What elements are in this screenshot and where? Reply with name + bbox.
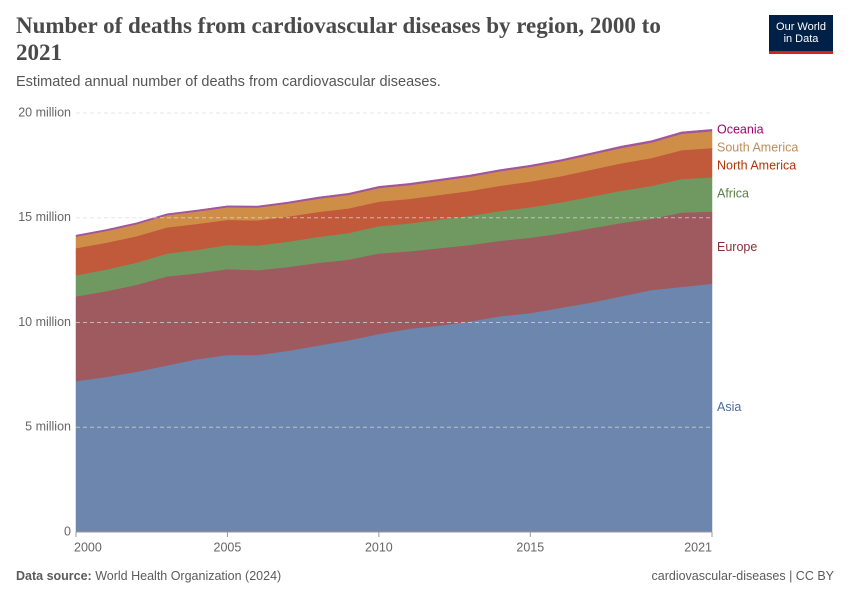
y-tick-label: 5 million: [25, 420, 71, 434]
logo[interactable]: Our World in Data: [769, 15, 833, 54]
y-tick-label: 10 million: [18, 315, 71, 329]
x-tick-label: 2005: [214, 540, 242, 554]
source: Data source: World Health Organization (…: [16, 569, 281, 583]
source-label: Data source:: [16, 569, 92, 583]
x-tick-label: 2021: [684, 540, 712, 554]
x-tick-label: 2010: [365, 540, 393, 554]
area: [75, 129, 713, 237]
logo-text[interactable]: in Data: [783, 33, 819, 45]
x-tick-label: 2015: [516, 540, 544, 554]
legend-label: North America: [717, 159, 796, 173]
legend-label: Africa: [717, 187, 749, 201]
legend-label: Europe: [717, 240, 757, 254]
chart-title: Number of deaths from cardiovascular dis…: [16, 13, 661, 65]
x-tick-label: 2000: [74, 540, 102, 554]
y-tick-label: 0: [64, 524, 71, 538]
legend-label: Oceania: [717, 123, 764, 137]
legend-label: Asia: [717, 400, 741, 414]
legend-label: South America: [717, 141, 798, 155]
y-tick-label: 15 million: [18, 210, 71, 224]
y-tick-label: 20 million: [18, 105, 71, 119]
license: cardiovascular-diseases | CC BY: [651, 569, 834, 583]
source-text: World Health Organization (2024): [95, 569, 282, 583]
logo-text[interactable]: Our World: [776, 21, 826, 33]
chart-subtitle: Estimated annual number of deaths from c…: [16, 74, 441, 90]
